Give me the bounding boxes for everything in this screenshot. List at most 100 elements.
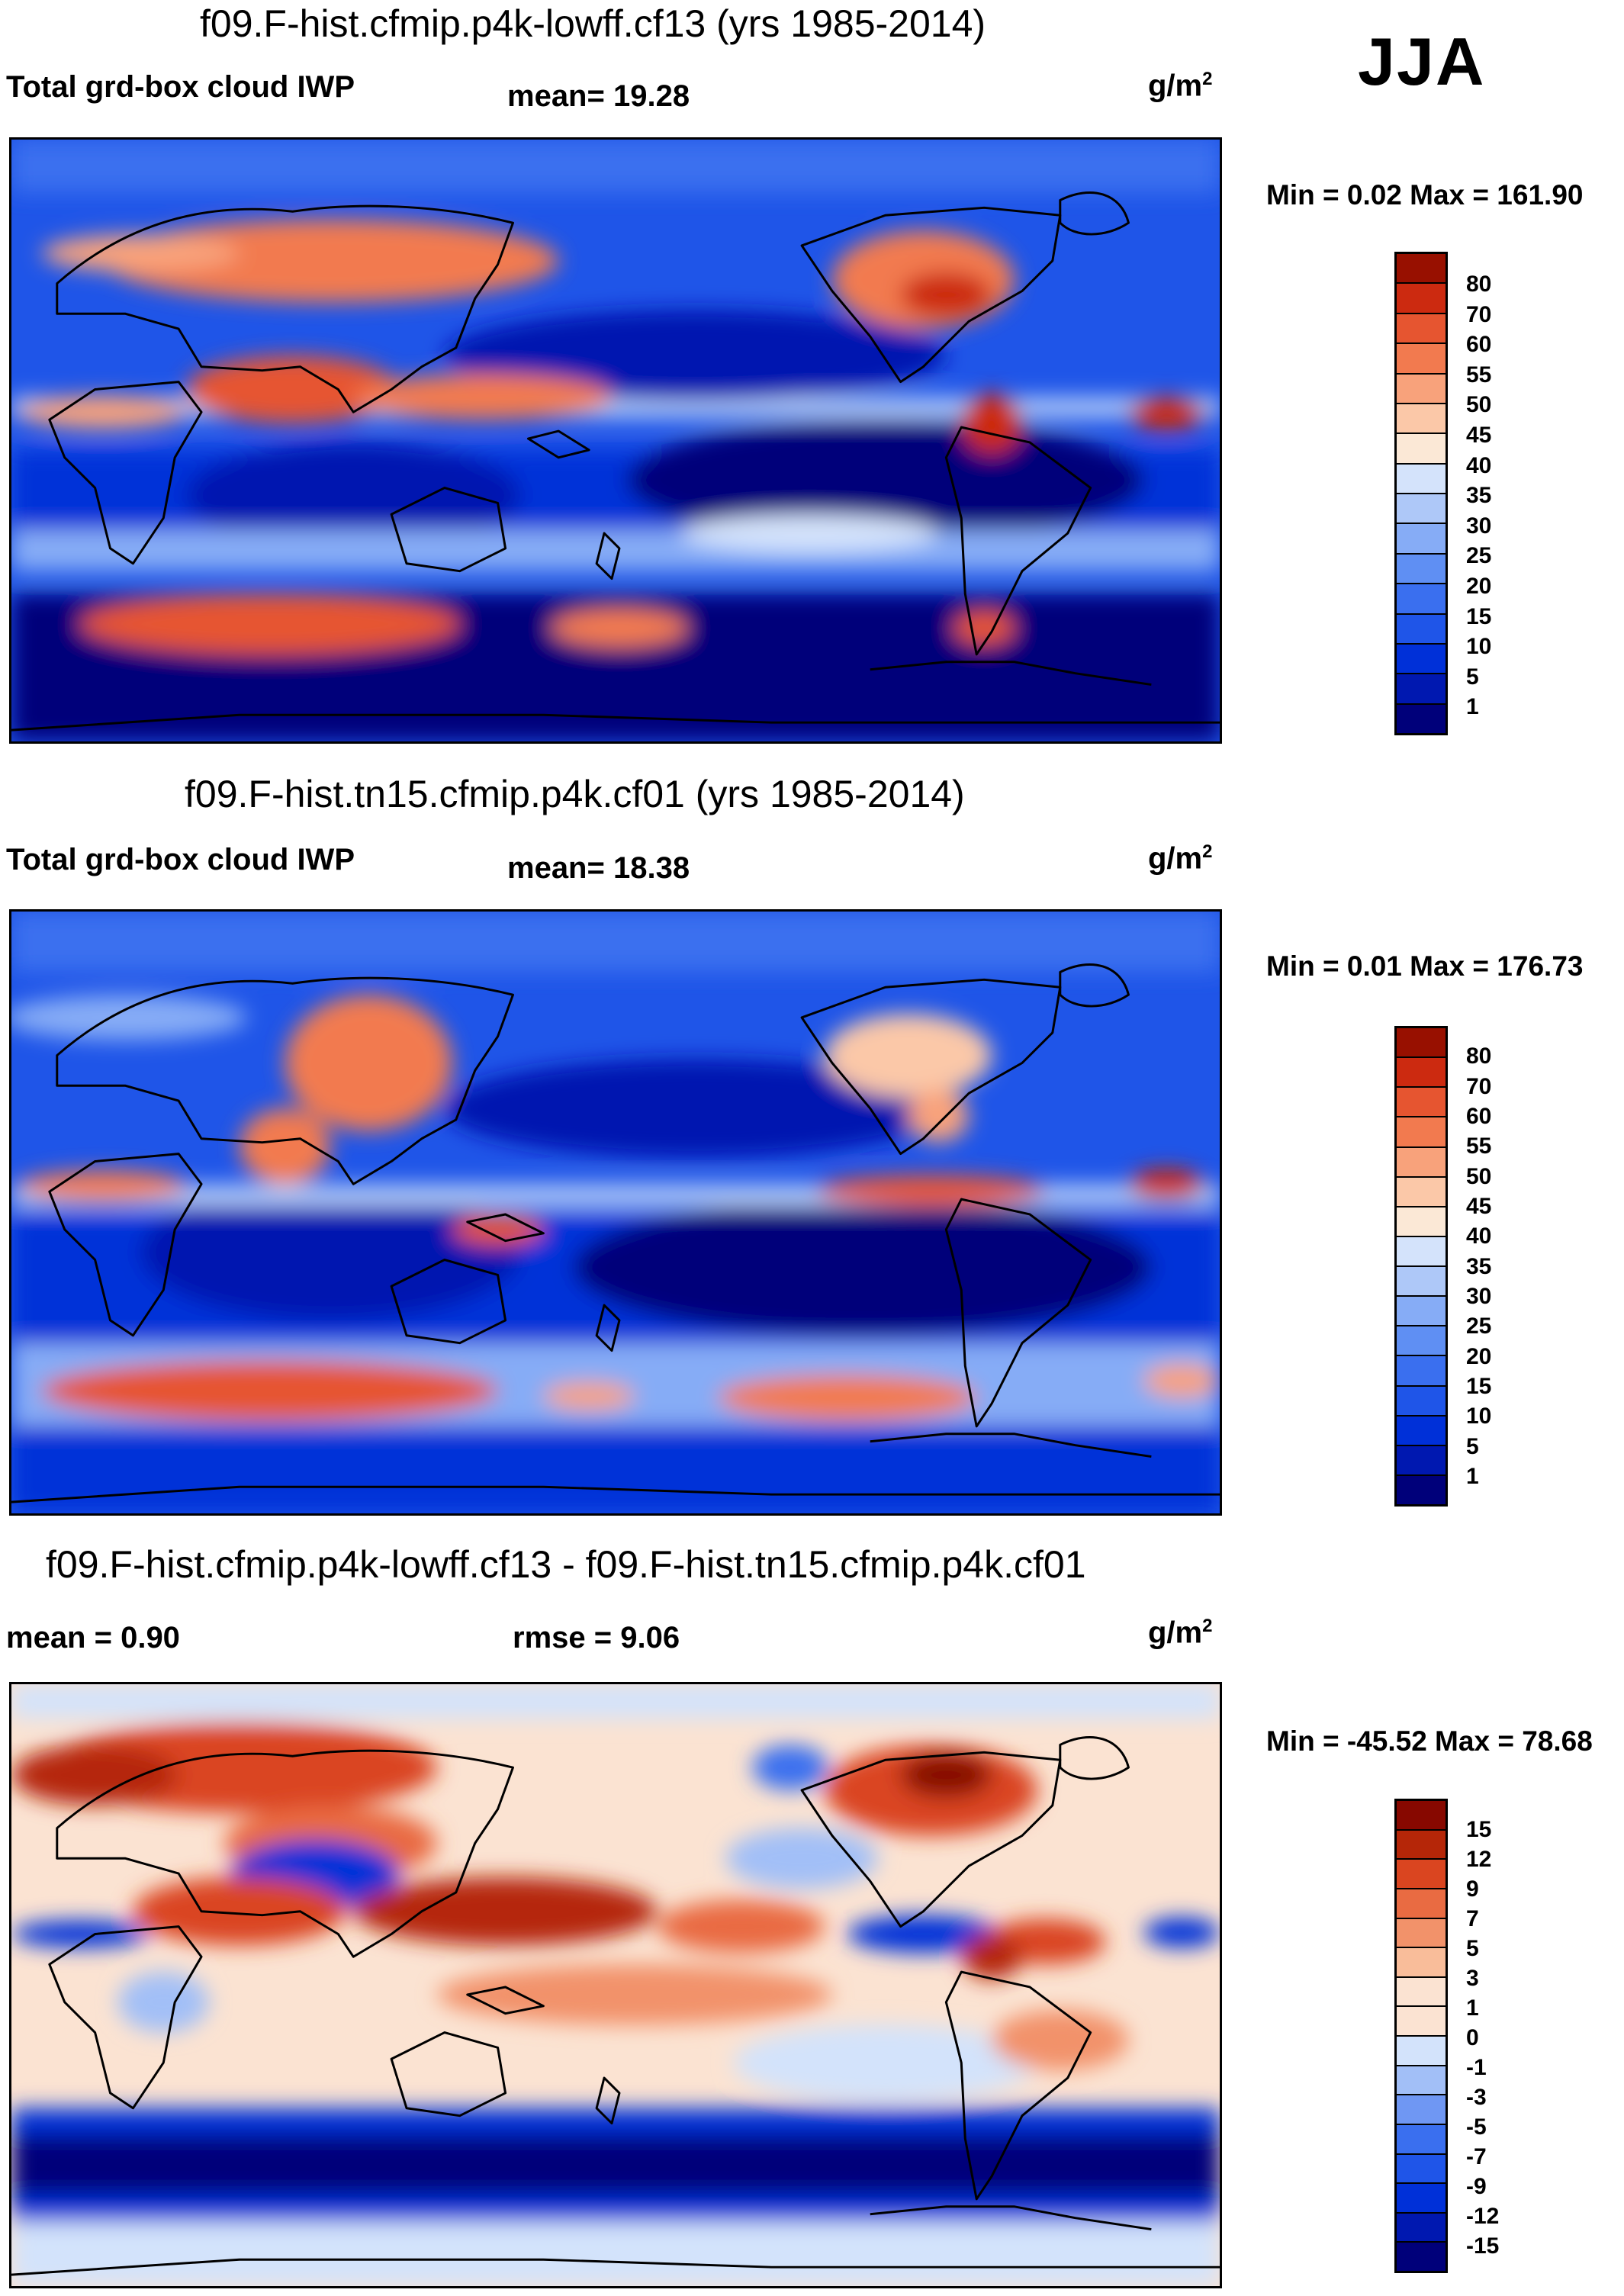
colorbar-tick-label: 15 — [1466, 1817, 1492, 1842]
panel-1-colorbar-swatch — [1397, 254, 1446, 285]
colorbar-tick-label: 80 — [1466, 1043, 1492, 1069]
colorbar-tick-label: 5 — [1466, 664, 1479, 690]
colorbar-tick-label: 15 — [1466, 1374, 1492, 1399]
panel-3-title: f09.F-hist.cfmip.p4k-lowff.cf13 - f09.F-… — [46, 1543, 1086, 1586]
panel-3-colorbar-swatch — [1397, 2184, 1446, 2214]
panel-2-colorbar-swatch — [1397, 1297, 1446, 1327]
panel-2-colorbar-swatch — [1397, 1147, 1446, 1178]
colorbar-tick-label: 10 — [1466, 1404, 1492, 1429]
panel-1-colorbar-swatch — [1397, 704, 1446, 733]
colorbar-tick-label: -7 — [1466, 2144, 1487, 2169]
colorbar-tick-label: 60 — [1466, 332, 1492, 357]
colorbar-tick-label: 50 — [1466, 1164, 1492, 1189]
panel-1-colorbar-swatch — [1397, 644, 1446, 675]
panel-3-colorbar-swatch — [1397, 2037, 1446, 2066]
colorbar-tick-label: 5 — [1466, 1936, 1479, 1961]
panel-3-colorbar-swatch — [1397, 2243, 1446, 2271]
colorbar-tick-label: 15 — [1466, 604, 1492, 629]
panel-2-minmax: Min = 0.01 Max = 176.73 — [1266, 950, 1584, 982]
panel-1-colorbar-swatch — [1397, 374, 1446, 404]
panel-3-colorbar-swatch — [1397, 1889, 1446, 1919]
panel-3-colorbar-swatch — [1397, 1830, 1446, 1860]
colorbar-tick-label: 40 — [1466, 1224, 1492, 1249]
panel-1-colorbar-swatch — [1397, 404, 1446, 435]
colorbar-tick-label: 35 — [1466, 1254, 1492, 1279]
panel-2-colorbar-swatch — [1397, 1326, 1446, 1357]
panel-2-colorbar-swatch — [1397, 1386, 1446, 1417]
panel-2-colorbar-swatch — [1397, 1236, 1446, 1267]
panel-1-colorbar-swatch — [1397, 314, 1446, 345]
colorbar-tick-label: 7 — [1466, 1906, 1479, 1931]
panel-3-colorbar-swatch — [1397, 1860, 1446, 1889]
panel-1-colorbar-swatch — [1397, 464, 1446, 494]
panel-3-colorbar-swatch — [1397, 2213, 1446, 2243]
panel-2-map — [9, 909, 1222, 1516]
season-label: JJA — [1358, 24, 1486, 99]
panel-3-colorbar-swatch — [1397, 2154, 1446, 2185]
panel-2-units: g/m2 — [1148, 841, 1213, 876]
panel-2-colorbar-swatch — [1397, 1207, 1446, 1237]
panel-1-colorbar-swatch — [1397, 674, 1446, 705]
panel-2-colorbar-swatch — [1397, 1058, 1446, 1089]
panel-1-colorbar-swatch — [1397, 284, 1446, 314]
panel-1-map — [9, 137, 1222, 744]
panel-2-colorbar-swatch — [1397, 1445, 1446, 1476]
colorbar-tick-label: 55 — [1466, 362, 1492, 387]
colorbar-tick-label: -5 — [1466, 2114, 1487, 2140]
panel-1-title: f09.F-hist.cfmip.p4k-lowff.cf13 (yrs 198… — [200, 2, 986, 45]
colorbar-tick-label: 9 — [1466, 1876, 1479, 1902]
colorbar-tick-label: -9 — [1466, 2174, 1487, 2199]
panel-2-variable-label: Total grd-box cloud IWP — [6, 843, 355, 876]
colorbar-tick-label: -15 — [1466, 2233, 1500, 2259]
panel-1-units: g/m2 — [1148, 69, 1213, 103]
panel-1-colorbar-swatch — [1397, 614, 1446, 645]
panel-1-colorbar-swatch — [1397, 494, 1446, 525]
colorbar-tick-label: 3 — [1466, 1966, 1479, 1991]
panel-1-colorbar — [1394, 252, 1448, 735]
panel-2-colorbar-swatch — [1397, 1028, 1446, 1059]
colorbar-tick-label: 40 — [1466, 453, 1492, 478]
panel-2-colorbar-swatch — [1397, 1475, 1446, 1504]
colorbar-tick-label: -12 — [1466, 2204, 1500, 2229]
panel-2-colorbar-swatch — [1397, 1416, 1446, 1446]
colorbar-tick-label: 50 — [1466, 392, 1492, 417]
colorbar-tick-label: 25 — [1466, 1314, 1492, 1339]
colorbar-tick-label: -3 — [1466, 2085, 1487, 2110]
panel-3-colorbar-swatch — [1397, 1801, 1446, 1831]
panel-3-colorbar — [1394, 1799, 1448, 2273]
panel-1-mean-label: mean= 19.28 — [507, 79, 690, 113]
panel-3-colorbar-swatch — [1397, 1918, 1446, 1949]
colorbar-tick-label: 55 — [1466, 1134, 1492, 1159]
panel-3-units: g/m2 — [1148, 1616, 1213, 1650]
colorbar-tick-label: 5 — [1466, 1434, 1479, 1459]
colorbar-tick-label: 1 — [1466, 694, 1479, 719]
colorbar-tick-label: 1 — [1466, 1464, 1479, 1489]
panel-2-colorbar-swatch — [1397, 1267, 1446, 1298]
panel-3-colorbar-swatch — [1397, 2095, 1446, 2125]
colorbar-tick-label: 45 — [1466, 1194, 1492, 1219]
panel-2-colorbar-swatch — [1397, 1088, 1446, 1118]
colorbar-tick-label: 10 — [1466, 634, 1492, 659]
colorbar-tick-label: 35 — [1466, 483, 1492, 508]
panel-1-colorbar-swatch — [1397, 434, 1446, 465]
colorbar-tick-label: 70 — [1466, 302, 1492, 327]
panel-1-colorbar-swatch — [1397, 344, 1446, 375]
colorbar-tick-label: 80 — [1466, 272, 1492, 297]
panel-2-colorbar-swatch — [1397, 1117, 1446, 1148]
colorbar-tick-label: 20 — [1466, 1344, 1492, 1369]
panel-1-colorbar-swatch — [1397, 584, 1446, 615]
colorbar-tick-label: 12 — [1466, 1847, 1492, 1872]
panel-3-colorbar-swatch — [1397, 1948, 1446, 1978]
panel-3-mean-label: mean = 0.90 — [6, 1621, 180, 1654]
panel-3-colorbar-swatch — [1397, 2124, 1446, 2155]
panel-1-colorbar-swatch — [1397, 524, 1446, 555]
colorbar-tick-label: 1 — [1466, 1995, 1479, 2021]
colorbar-tick-label: 45 — [1466, 423, 1492, 448]
colorbar-tick-label: 0 — [1466, 2025, 1479, 2050]
panel-3-minmax: Min = -45.52 Max = 78.68 — [1266, 1725, 1593, 1757]
panel-1-colorbar-swatch — [1397, 554, 1446, 585]
colorbar-tick-label: 25 — [1466, 543, 1492, 568]
panel-2-colorbar-swatch — [1397, 1177, 1446, 1207]
colorbar-tick-label: 30 — [1466, 1284, 1492, 1309]
panel-3-colorbar-swatch — [1397, 2007, 1446, 2037]
